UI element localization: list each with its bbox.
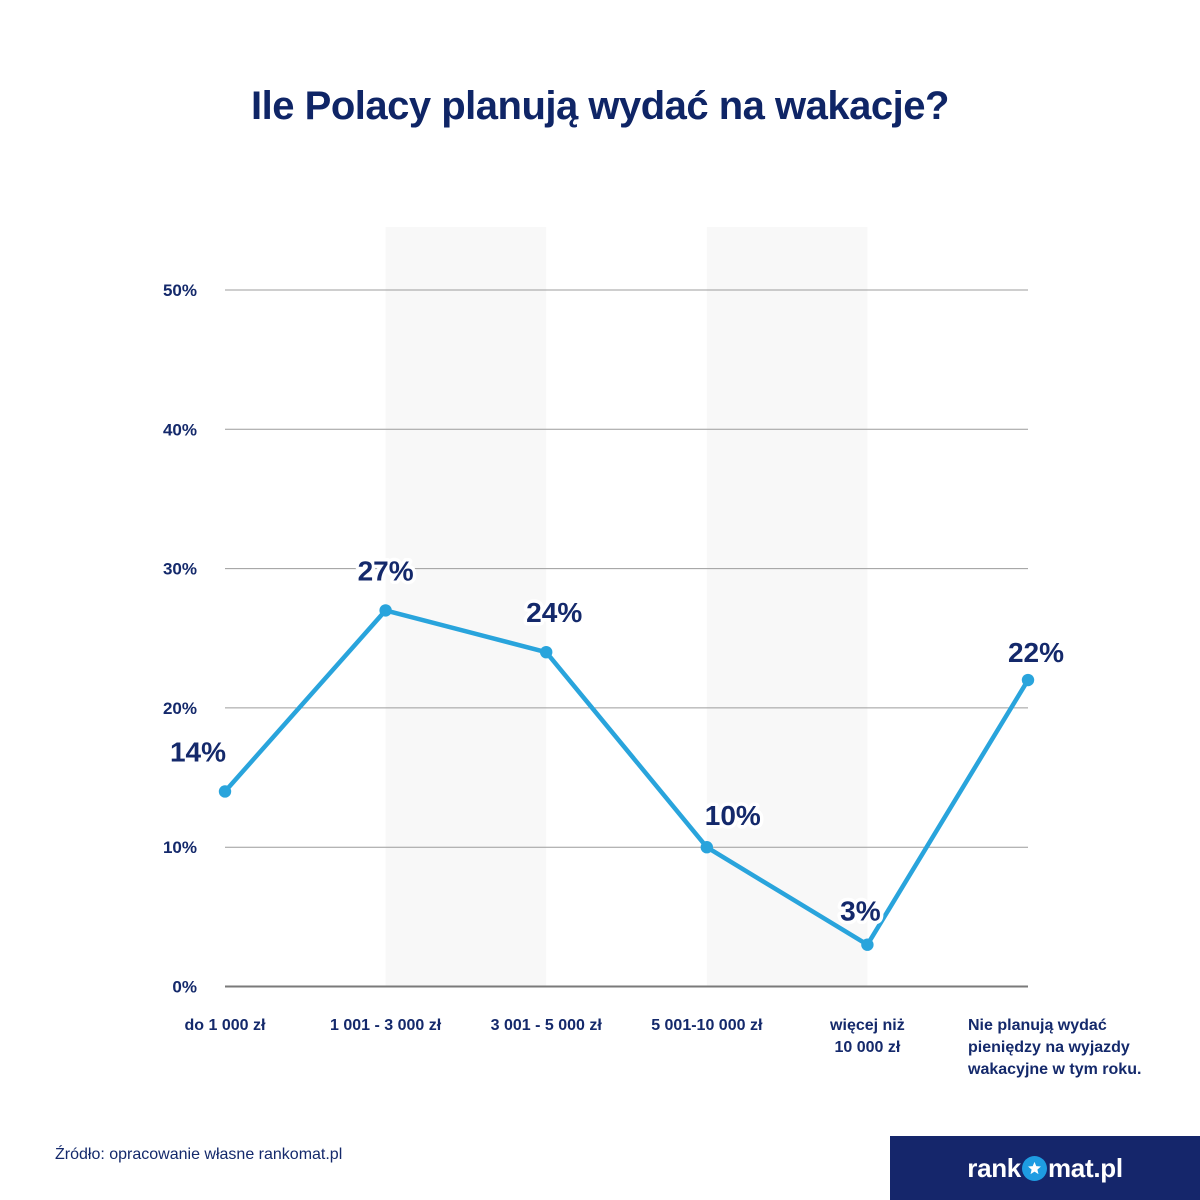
data-point-label: 10% [705, 800, 761, 831]
data-point-marker [1021, 673, 1035, 687]
data-point-label: 22% [1008, 637, 1064, 668]
logo-text-suffix: mat.pl [1047, 1153, 1123, 1183]
x-axis-label: 5 001-10 000 zł [651, 1017, 763, 1034]
y-tick-label: 30% [163, 560, 197, 579]
data-point-label: 14% [170, 736, 226, 767]
data-point-marker [379, 604, 392, 617]
y-tick-label: 20% [163, 699, 197, 718]
background-band [385, 227, 547, 987]
data-line [222, 608, 1031, 947]
y-tick-label: 40% [163, 420, 197, 439]
background-band [706, 227, 868, 987]
x-axis-label: 1 001 - 3 000 zł [330, 1017, 442, 1034]
y-tick-label: 0% [172, 978, 197, 997]
data-point-marker [218, 785, 232, 798]
data-point-marker [861, 938, 874, 951]
data-point-label: 27% [358, 555, 414, 586]
x-axis-label: więcej niż 10 000 zł [829, 1017, 905, 1056]
y-tick-label: 10% [163, 838, 197, 857]
data-point-marker [700, 841, 713, 854]
star-icon [1021, 1155, 1047, 1181]
x-axis-label: do 1 000 zł [185, 1017, 266, 1034]
data-point-label: 24% [526, 597, 582, 628]
x-axis-label: Nie planują wydać pieniędzy na wyjazdy wak… [967, 1017, 1141, 1078]
source-note: Źródło: opracowanie własne rankomat.pl [55, 1146, 343, 1163]
star-glyph [1028, 1161, 1041, 1174]
rankomat-logo: rank mat.pl [890, 1136, 1200, 1200]
logo-text-prefix: rank [967, 1153, 1021, 1183]
x-axis-label: 3 001 - 5 000 zł [491, 1017, 603, 1034]
data-point-label: 3% [840, 896, 881, 927]
data-point-marker [540, 645, 553, 659]
chart-title: Ile Polacy planują wydać na wakacje? [251, 84, 949, 128]
y-tick-label: 50% [163, 281, 197, 300]
